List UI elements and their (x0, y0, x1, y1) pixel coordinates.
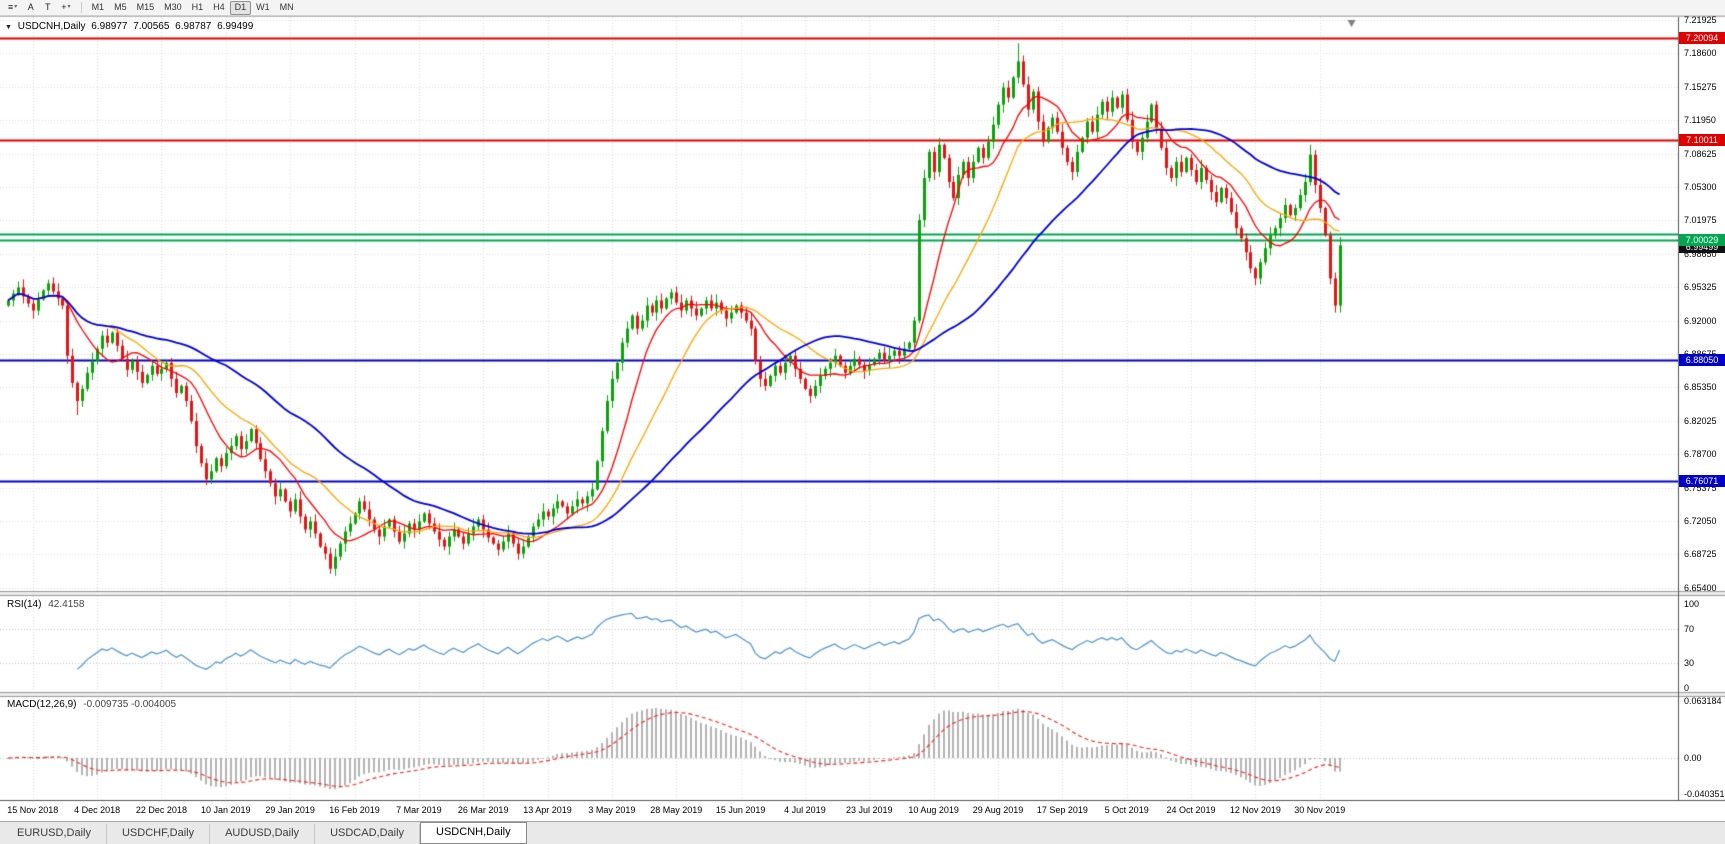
chart-tab-bar: EURUSD,Daily USDCHF,Daily AUDUSD,Daily USDC… (0, 821, 1725, 844)
rsi-axis-tick: 30 (1684, 657, 1695, 668)
date-axis-label: 17 Sep 2019 (1036, 805, 1088, 815)
timeframe-h1-button[interactable]: H1 (191, 2, 204, 12)
toolbar: ≡ ▾ A T + ▾ M1 M5 M15 M30 H1 H4 D1 W1 MN (0, 0, 1725, 16)
price-axis-tick: 7.18600 (1684, 48, 1717, 59)
crosshair-tool-icon: + (61, 2, 67, 12)
date-axis-label: 29 Aug 2019 (972, 805, 1024, 815)
price-axis-tick: 6.88675 (1684, 349, 1717, 359)
price-axis-tick: 7.05300 (1684, 182, 1717, 192)
rsi-name: RSI(14) (7, 599, 42, 610)
price-axis-tick: 6.75375 (1684, 482, 1717, 493)
price-axis-tick: 6.95325 (1684, 282, 1717, 293)
hline-price-label: 7.20094 (1679, 32, 1725, 45)
date-axis-label: 29 Jan 2019 (265, 805, 315, 815)
date-axis-label: 22 Dec 2018 (135, 805, 187, 815)
timeframe-m15-button[interactable]: M15 (136, 2, 155, 12)
chart-info-line: ▼ USDCNH,Daily 6.98977 7.00565 6.98787 6… (5, 21, 256, 32)
timeframe-d1-button[interactable]: D1 (229, 0, 252, 15)
timeframe-w1-button[interactable]: W1 (256, 2, 270, 12)
date-axis-label: 28 May 2019 (650, 805, 703, 815)
date-axis-label: 10 Aug 2019 (908, 805, 959, 815)
chart-collapse-icon[interactable]: ▼ (5, 24, 12, 31)
rsi-value: 42.4158 (48, 599, 85, 610)
price-axis-tick: 6.78700 (1684, 449, 1717, 460)
macd-axis-tick: 0.063184 (1684, 696, 1722, 707)
date-axis-label: 26 Mar 2019 (457, 805, 509, 815)
date-axis-label: 5 Oct 2019 (1104, 805, 1149, 815)
price-axis-tick: 7.11950 (1684, 115, 1716, 126)
chart-tab-eurusd[interactable]: EURUSD,Daily (2, 824, 107, 844)
timeframe-group: M1 M5 M15 M30 H1 H4 D1 W1 MN (87, 0, 299, 16)
ohlc-close-value: 6.99499 (217, 21, 254, 32)
rsi-axis-tick: 0 (1684, 683, 1690, 693)
date-axis-label: 15 Nov 2018 (7, 805, 59, 815)
timeframe-mn-button[interactable]: MN (279, 2, 294, 12)
ohlc-high-value: 7.00565 (133, 21, 170, 32)
chart-list-icon: ≡ (8, 2, 14, 12)
rsi-axis-tick: 70 (1684, 624, 1695, 635)
date-axis-label: 15 Jun 2019 (715, 805, 766, 815)
chart-list-button[interactable]: ≡ ▾ (3, 1, 22, 15)
date-axis-label: 16 Feb 2019 (329, 805, 380, 815)
date-axis-label: 7 Mar 2019 (396, 805, 442, 815)
price-axis-tick: 7.08625 (1684, 148, 1717, 159)
ohlc-low-value: 6.98787 (175, 21, 212, 32)
timeframe-m30-button[interactable]: M30 (164, 2, 182, 12)
text-tool-icon: T (45, 2, 51, 12)
crosshair-tool-button[interactable]: + ▾ (56, 1, 75, 15)
chart-tab-usdchf[interactable]: USDCHF,Daily (107, 824, 211, 844)
rsi-axis-tick: 100 (1684, 599, 1700, 609)
toolbar-tools: ≡ ▾ A T + ▾ (3, 0, 76, 16)
hline-price-label: 7.10011 (1679, 133, 1725, 146)
price-axis-tick: 6.98650 (1684, 248, 1717, 259)
date-axis-label: 23 Jul 2019 (846, 805, 893, 815)
hline-price-label: 7.00029 (1679, 233, 1725, 246)
price-axis-tick: 6.65400 (1684, 582, 1717, 593)
ohlc-open-value: 6.98977 (91, 21, 128, 32)
date-axis-label: 12 Nov 2019 (1229, 805, 1281, 815)
macd-indicator-label: MACD(12,26,9) -0.009735 -0.004005 (7, 699, 176, 710)
price-axis-tick: 6.85350 (1684, 382, 1717, 393)
date-axis-label: 4 Dec 2018 (74, 805, 121, 815)
toolbar-separator (80, 2, 82, 13)
date-axis-label: 10 Jan 2019 (201, 805, 251, 815)
macd-axis-tick: 0.00 (1684, 753, 1702, 763)
font-tool-button[interactable]: A (22, 1, 39, 15)
price-axis-tick: 6.92000 (1684, 315, 1717, 326)
date-axis-label: 24 Oct 2019 (1166, 805, 1216, 815)
chart-tab-audusd[interactable]: AUDUSD,Daily (210, 824, 316, 844)
symbol-timeframe-label: USDCNH,Daily (17, 21, 86, 32)
date-axis-label: 3 May 2019 (588, 805, 636, 815)
font-tool-icon: A (27, 2, 34, 12)
hline-price-label: 6.88050 (1679, 354, 1725, 367)
dropdown-caret-icon: ▾ (67, 4, 71, 10)
macd-value: -0.009735 -0.004005 (83, 699, 177, 710)
timeframe-m5-button[interactable]: M5 (114, 2, 127, 12)
hline-price-label: 6.76071 (1679, 474, 1725, 487)
price-axis-tick: 7.01975 (1684, 215, 1717, 226)
date-axis-label: 13 Apr 2019 (523, 805, 572, 815)
timeframe-m1-button[interactable]: M1 (91, 2, 105, 12)
macd-axis-tick: -0.040351 (1684, 789, 1725, 800)
timeframe-h4-button[interactable]: H4 (213, 2, 225, 12)
price-axis-tick: 7.15275 (1684, 81, 1717, 92)
date-axis-label: 4 Jul 2019 (784, 805, 826, 815)
price-axis-tick: 6.68725 (1684, 549, 1717, 560)
macd-name: MACD(12,26,9) (7, 699, 77, 710)
price-axis-tick: 6.82025 (1684, 415, 1717, 426)
price-axis-tick: 7.21925 (1684, 15, 1717, 25)
date-axis-label: 30 Nov 2019 (1294, 805, 1346, 815)
chart-tab-usdcnh[interactable]: USDCNH,Daily (420, 822, 527, 844)
price-axis-tick: 6.72050 (1684, 516, 1717, 526)
dropdown-caret-icon: ▾ (14, 4, 18, 10)
rsi-indicator-label: RSI(14) 42.4158 (7, 599, 84, 610)
text-tool-button[interactable]: T (39, 1, 56, 15)
chart-tab-usdcad[interactable]: USDCAD,Daily (315, 824, 421, 844)
